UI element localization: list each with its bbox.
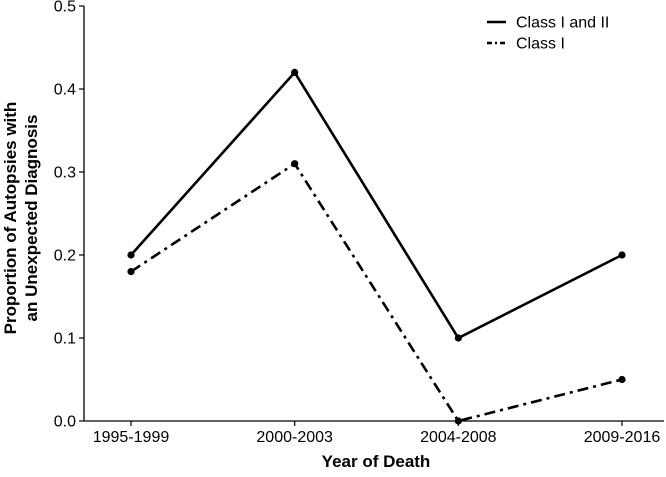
series-class-i-and-ii — [127, 69, 625, 342]
legend-label-class-i: Class I — [516, 36, 565, 53]
x-tick-label: 1995-1999 — [93, 429, 170, 446]
x-axis-ticks: 1995-1999 2000-2003 2004-2008 2009-2016 — [93, 421, 661, 446]
y-tick-label: 0.1 — [54, 331, 76, 348]
legend-label-class-i-and-ii: Class I and II — [516, 15, 609, 32]
y-axis-title-line-2: an Unexpected Diagnosis — [22, 115, 41, 322]
y-tick-label: 0.2 — [54, 248, 76, 265]
data-point-class-i — [127, 268, 134, 275]
data-point-class-i-and-ii — [455, 334, 462, 341]
series-layer — [127, 69, 625, 425]
y-axis-title-line-1: Proportion of Autopsies with — [1, 102, 20, 335]
data-point-class-i-and-ii — [127, 251, 134, 258]
y-tick-label: 0.3 — [54, 165, 76, 182]
y-tick-label: 0.0 — [54, 414, 76, 431]
data-point-class-i-and-ii — [618, 251, 625, 258]
data-point-class-i — [455, 417, 462, 424]
series-line-class-i-and-ii — [131, 72, 622, 338]
x-tick-label: 2004-2008 — [420, 429, 497, 446]
x-axis-title: Year of Death — [322, 452, 431, 471]
x-tick-label: 2000-2003 — [256, 429, 333, 446]
y-tick-label: 0.5 — [54, 0, 76, 16]
y-axis-ticks: 0.0 0.1 0.2 0.3 0.4 0.5 — [54, 0, 84, 431]
x-tick-label: 2009-2016 — [584, 429, 661, 446]
y-tick-label: 0.4 — [54, 82, 76, 99]
axes — [84, 6, 664, 421]
legend: Class I and II Class I — [487, 15, 609, 53]
data-point-class-i — [291, 160, 298, 167]
data-point-class-i-and-ii — [291, 69, 298, 76]
data-point-class-i — [618, 376, 625, 383]
